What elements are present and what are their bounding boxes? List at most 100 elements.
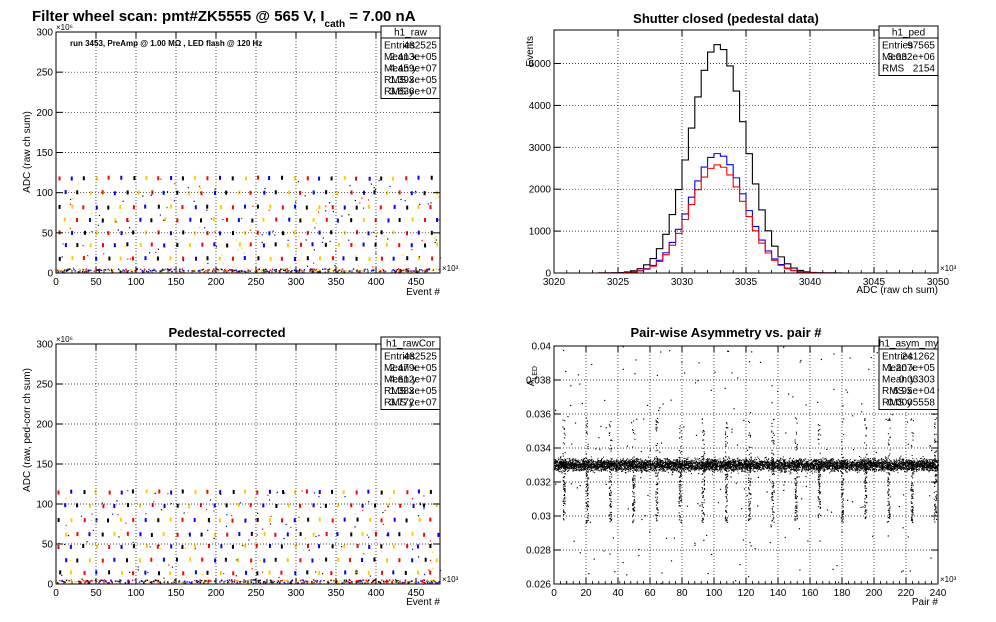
raw-baseline-point <box>316 271 319 273</box>
raw-data-point <box>238 242 241 247</box>
asym-band-point <box>692 462 694 464</box>
raw-transition-point <box>252 205 254 207</box>
rawCor-ytick-label: 100 <box>36 500 53 511</box>
raw-data-point <box>380 176 383 181</box>
asym-band-point <box>853 463 855 465</box>
raw-baseline-point <box>268 271 270 273</box>
raw-data-point <box>355 176 358 181</box>
rawCor-baseline-point <box>110 580 112 582</box>
rawCor-baseline-point <box>420 580 422 582</box>
asym-band-point <box>863 466 865 468</box>
asym-band-point <box>704 471 706 473</box>
rawCor-baseline-point <box>259 579 261 582</box>
rawCor-data-point <box>342 490 345 495</box>
raw-data-point <box>145 175 148 180</box>
raw-data-point <box>176 218 179 223</box>
rawCor-data-point <box>262 503 265 508</box>
rawCor-data-point <box>181 544 184 549</box>
asym-band-point <box>626 468 628 470</box>
raw-baseline-point <box>229 268 231 271</box>
rawCor-data-point <box>206 570 209 575</box>
asym-band-point <box>788 464 790 466</box>
asym-band-point <box>666 465 668 467</box>
asym-band-point <box>697 462 699 464</box>
asym-band-point <box>584 467 586 469</box>
ped-xtick-label: 3035 <box>735 277 758 288</box>
raw-data-point <box>318 205 321 210</box>
raw-baseline-point <box>288 270 290 272</box>
rawCor-transition-point <box>284 582 286 585</box>
asym-band-point <box>752 468 754 470</box>
asym-band-point <box>560 460 562 462</box>
asym-band-point <box>844 464 846 466</box>
raw-data-point <box>63 217 66 222</box>
asym-band-point <box>609 460 611 462</box>
rawCor-data-point <box>406 544 409 549</box>
asym-band-point <box>624 466 626 468</box>
asym-band-point <box>731 461 733 463</box>
asym-band-point <box>576 469 578 471</box>
asym-band-point <box>868 462 870 464</box>
asym-band-point <box>823 463 825 465</box>
asym-band-point <box>586 467 588 469</box>
raw-baseline-point <box>337 270 339 272</box>
asym-band-point <box>554 459 556 461</box>
rawCor-baseline-point <box>208 581 210 583</box>
asym-band-point <box>721 467 723 469</box>
asym-band-point <box>601 463 603 465</box>
raw-data-point <box>362 242 365 247</box>
asym-band-point <box>795 467 797 469</box>
raw-transition-point <box>103 253 105 255</box>
rawCor-data-point <box>336 532 339 537</box>
raw-baseline-point <box>257 269 259 271</box>
asym-band-point <box>695 469 697 471</box>
asym-band-point <box>696 464 698 466</box>
asym-band-point <box>654 457 656 459</box>
asym-band-point <box>700 464 702 466</box>
raw-transition-point <box>61 256 63 258</box>
asym-band-point <box>872 468 874 470</box>
asym-band-point <box>844 459 846 461</box>
rawCor-baseline-point <box>423 581 425 584</box>
raw-baseline-point <box>318 268 320 271</box>
raw-xtick-label: 200 <box>208 277 225 288</box>
raw-baseline-point <box>345 270 347 272</box>
ped-ytick-label: 3000 <box>529 143 552 154</box>
asym-band-point <box>734 469 736 471</box>
asym-band-point <box>608 465 610 467</box>
asym-band-point <box>795 462 797 464</box>
rawCor-baseline-point <box>163 581 166 583</box>
asym-band-point <box>825 458 827 460</box>
asym-band-point <box>756 467 758 469</box>
rawCor-baseline-point <box>430 581 433 583</box>
asym-band-point <box>911 469 913 471</box>
rawCor-baseline-point <box>258 580 260 582</box>
raw-transition-point <box>115 221 117 223</box>
rawCor-transition-point <box>259 560 261 562</box>
asym-band-point <box>815 471 817 473</box>
rawCor-data-point <box>418 517 421 522</box>
rawCor-data-point <box>213 503 216 508</box>
asym-band-point <box>890 460 892 462</box>
raw-data-point <box>162 190 165 195</box>
rawCor-baseline-point <box>339 579 341 582</box>
raw-x-exponent: ×10³ <box>442 264 459 273</box>
asym-band-point <box>609 462 611 464</box>
rawCor-data-point <box>331 544 334 549</box>
rawCor-data-point <box>189 557 192 562</box>
rawCor-transition-point <box>417 556 420 558</box>
raw-transition-point <box>163 219 165 221</box>
rawCor-data-point <box>286 558 289 563</box>
asym-band-point <box>836 468 838 470</box>
asym-band-point <box>561 464 563 466</box>
raw-data-point <box>182 256 185 261</box>
rawCor-stats-label: Entries <box>384 352 415 363</box>
asym-band-point <box>686 463 688 465</box>
rawCor-baseline-point <box>76 580 78 583</box>
ped-xtick-label: 3030 <box>671 277 694 288</box>
asym-band-point <box>779 463 781 465</box>
raw-transition-point <box>78 183 80 185</box>
rawCor-data-point <box>188 532 191 537</box>
rawCor-data-point <box>294 571 297 576</box>
rawCor-baseline-point <box>330 579 332 582</box>
